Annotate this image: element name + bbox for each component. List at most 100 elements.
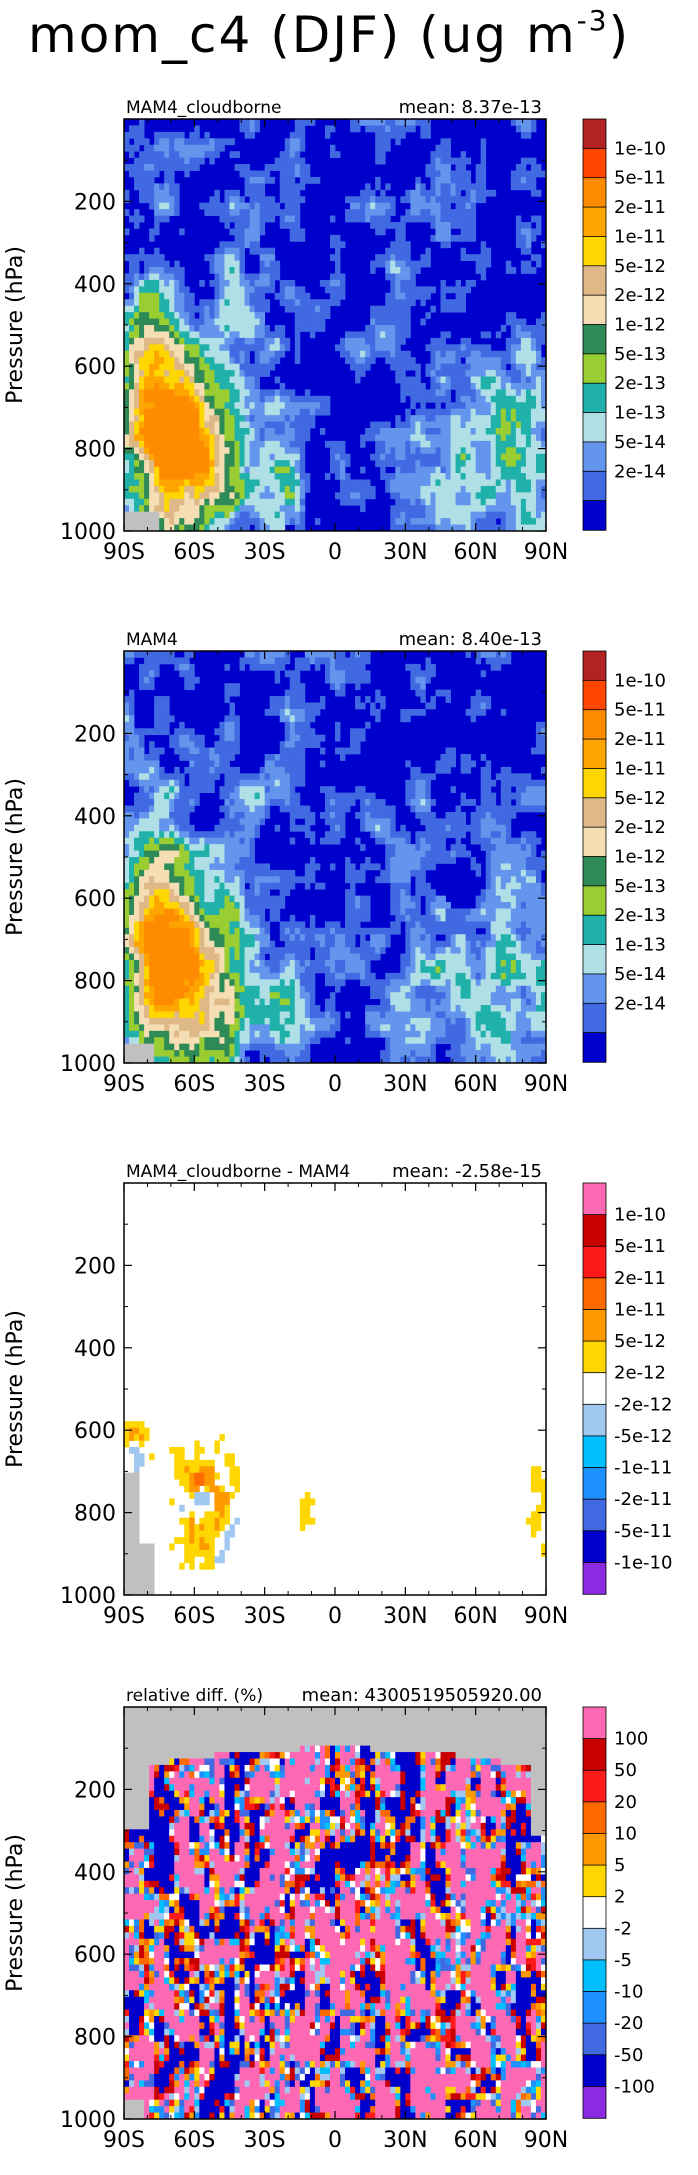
field-cell	[249, 183, 256, 191]
field-cell	[390, 337, 396, 345]
field-cell	[249, 440, 256, 448]
field-cell	[450, 434, 456, 442]
field-cell	[535, 189, 542, 197]
field-cell	[134, 754, 140, 761]
field-cell	[445, 479, 451, 487]
field-cell	[249, 131, 256, 139]
field-cell	[144, 1017, 150, 1025]
field-cell	[194, 376, 200, 384]
field-cell	[505, 524, 512, 532]
field-cell	[194, 402, 200, 410]
field-cell	[375, 196, 381, 204]
field-cell	[274, 511, 281, 519]
field-cell	[390, 318, 396, 326]
field-cell	[249, 972, 256, 980]
field-cell	[390, 492, 396, 500]
field-cell	[149, 779, 155, 787]
field-cell	[329, 299, 336, 307]
field-cell	[234, 511, 240, 519]
field-cell	[440, 305, 446, 313]
field-cell	[430, 389, 436, 397]
field-cell	[279, 215, 286, 223]
field-cell	[420, 254, 426, 262]
field-cell	[335, 254, 341, 262]
field-cell	[264, 460, 271, 468]
field-cell	[420, 447, 426, 455]
field-cell	[214, 1037, 220, 1045]
field-cell	[375, 183, 381, 191]
field-cell	[169, 428, 175, 435]
field-cell	[149, 170, 155, 178]
field-cell	[329, 286, 336, 294]
field-cell	[440, 170, 446, 178]
field-cell	[169, 902, 175, 909]
field-cell	[219, 850, 225, 858]
field-cell	[204, 498, 210, 506]
field-cell	[144, 1024, 150, 1032]
field-cell	[314, 325, 321, 332]
field-cell	[139, 869, 145, 877]
field-cell	[405, 498, 411, 506]
field-cell	[164, 273, 170, 281]
field-cell	[239, 960, 245, 967]
field-cell	[164, 966, 170, 974]
field-cell	[189, 151, 195, 159]
field-cell	[134, 927, 140, 935]
field-cell	[410, 273, 416, 281]
field-cell	[184, 453, 190, 461]
field-cell	[159, 331, 165, 339]
field-cell	[149, 228, 155, 236]
field-cell	[169, 408, 175, 416]
field-cell	[239, 234, 245, 242]
field-cell	[274, 505, 281, 513]
field-cell	[224, 337, 230, 345]
field-cell	[184, 440, 190, 448]
field-cell	[159, 831, 165, 839]
field-cell	[239, 811, 245, 819]
field-cell	[224, 402, 230, 410]
field-cell	[510, 524, 517, 532]
field-cell	[535, 421, 542, 429]
field-cell	[279, 325, 286, 332]
field-cell	[204, 318, 210, 326]
field-cell	[450, 234, 456, 242]
field-cell	[309, 408, 316, 416]
field-cell	[234, 927, 240, 935]
field-cell	[370, 305, 376, 313]
field-cell	[365, 479, 371, 487]
field-cell	[204, 466, 210, 474]
field-cell	[159, 1050, 165, 1057]
field-cell	[224, 518, 230, 525]
field-cell	[194, 492, 200, 500]
field-cell	[475, 170, 482, 178]
field-cell	[390, 479, 396, 487]
field-cell	[164, 466, 170, 474]
field-cell	[179, 511, 185, 519]
field-cell	[164, 876, 170, 884]
field-cell	[279, 473, 286, 480]
field-cell	[480, 376, 487, 384]
field-cell	[269, 702, 276, 710]
field-cell	[299, 460, 306, 468]
field-cell	[164, 460, 170, 468]
field-cell	[174, 895, 180, 903]
field-cell	[144, 305, 150, 313]
field-cell	[475, 363, 482, 371]
field-cell	[259, 511, 266, 519]
field-cell	[435, 357, 441, 365]
field-cell	[430, 415, 436, 422]
field-cell	[149, 1030, 155, 1038]
field-cell	[264, 889, 271, 897]
field-cell	[254, 831, 261, 839]
field-cell	[169, 157, 175, 165]
field-cell	[259, 395, 266, 403]
field-cell	[390, 254, 396, 262]
field-cell	[274, 453, 281, 461]
field-cell	[134, 382, 140, 390]
field-cell	[204, 357, 210, 365]
field-cell	[134, 138, 140, 146]
field-cell	[350, 357, 356, 365]
field-cell	[264, 176, 271, 184]
field-cell	[269, 363, 276, 371]
field-cell	[289, 131, 296, 139]
